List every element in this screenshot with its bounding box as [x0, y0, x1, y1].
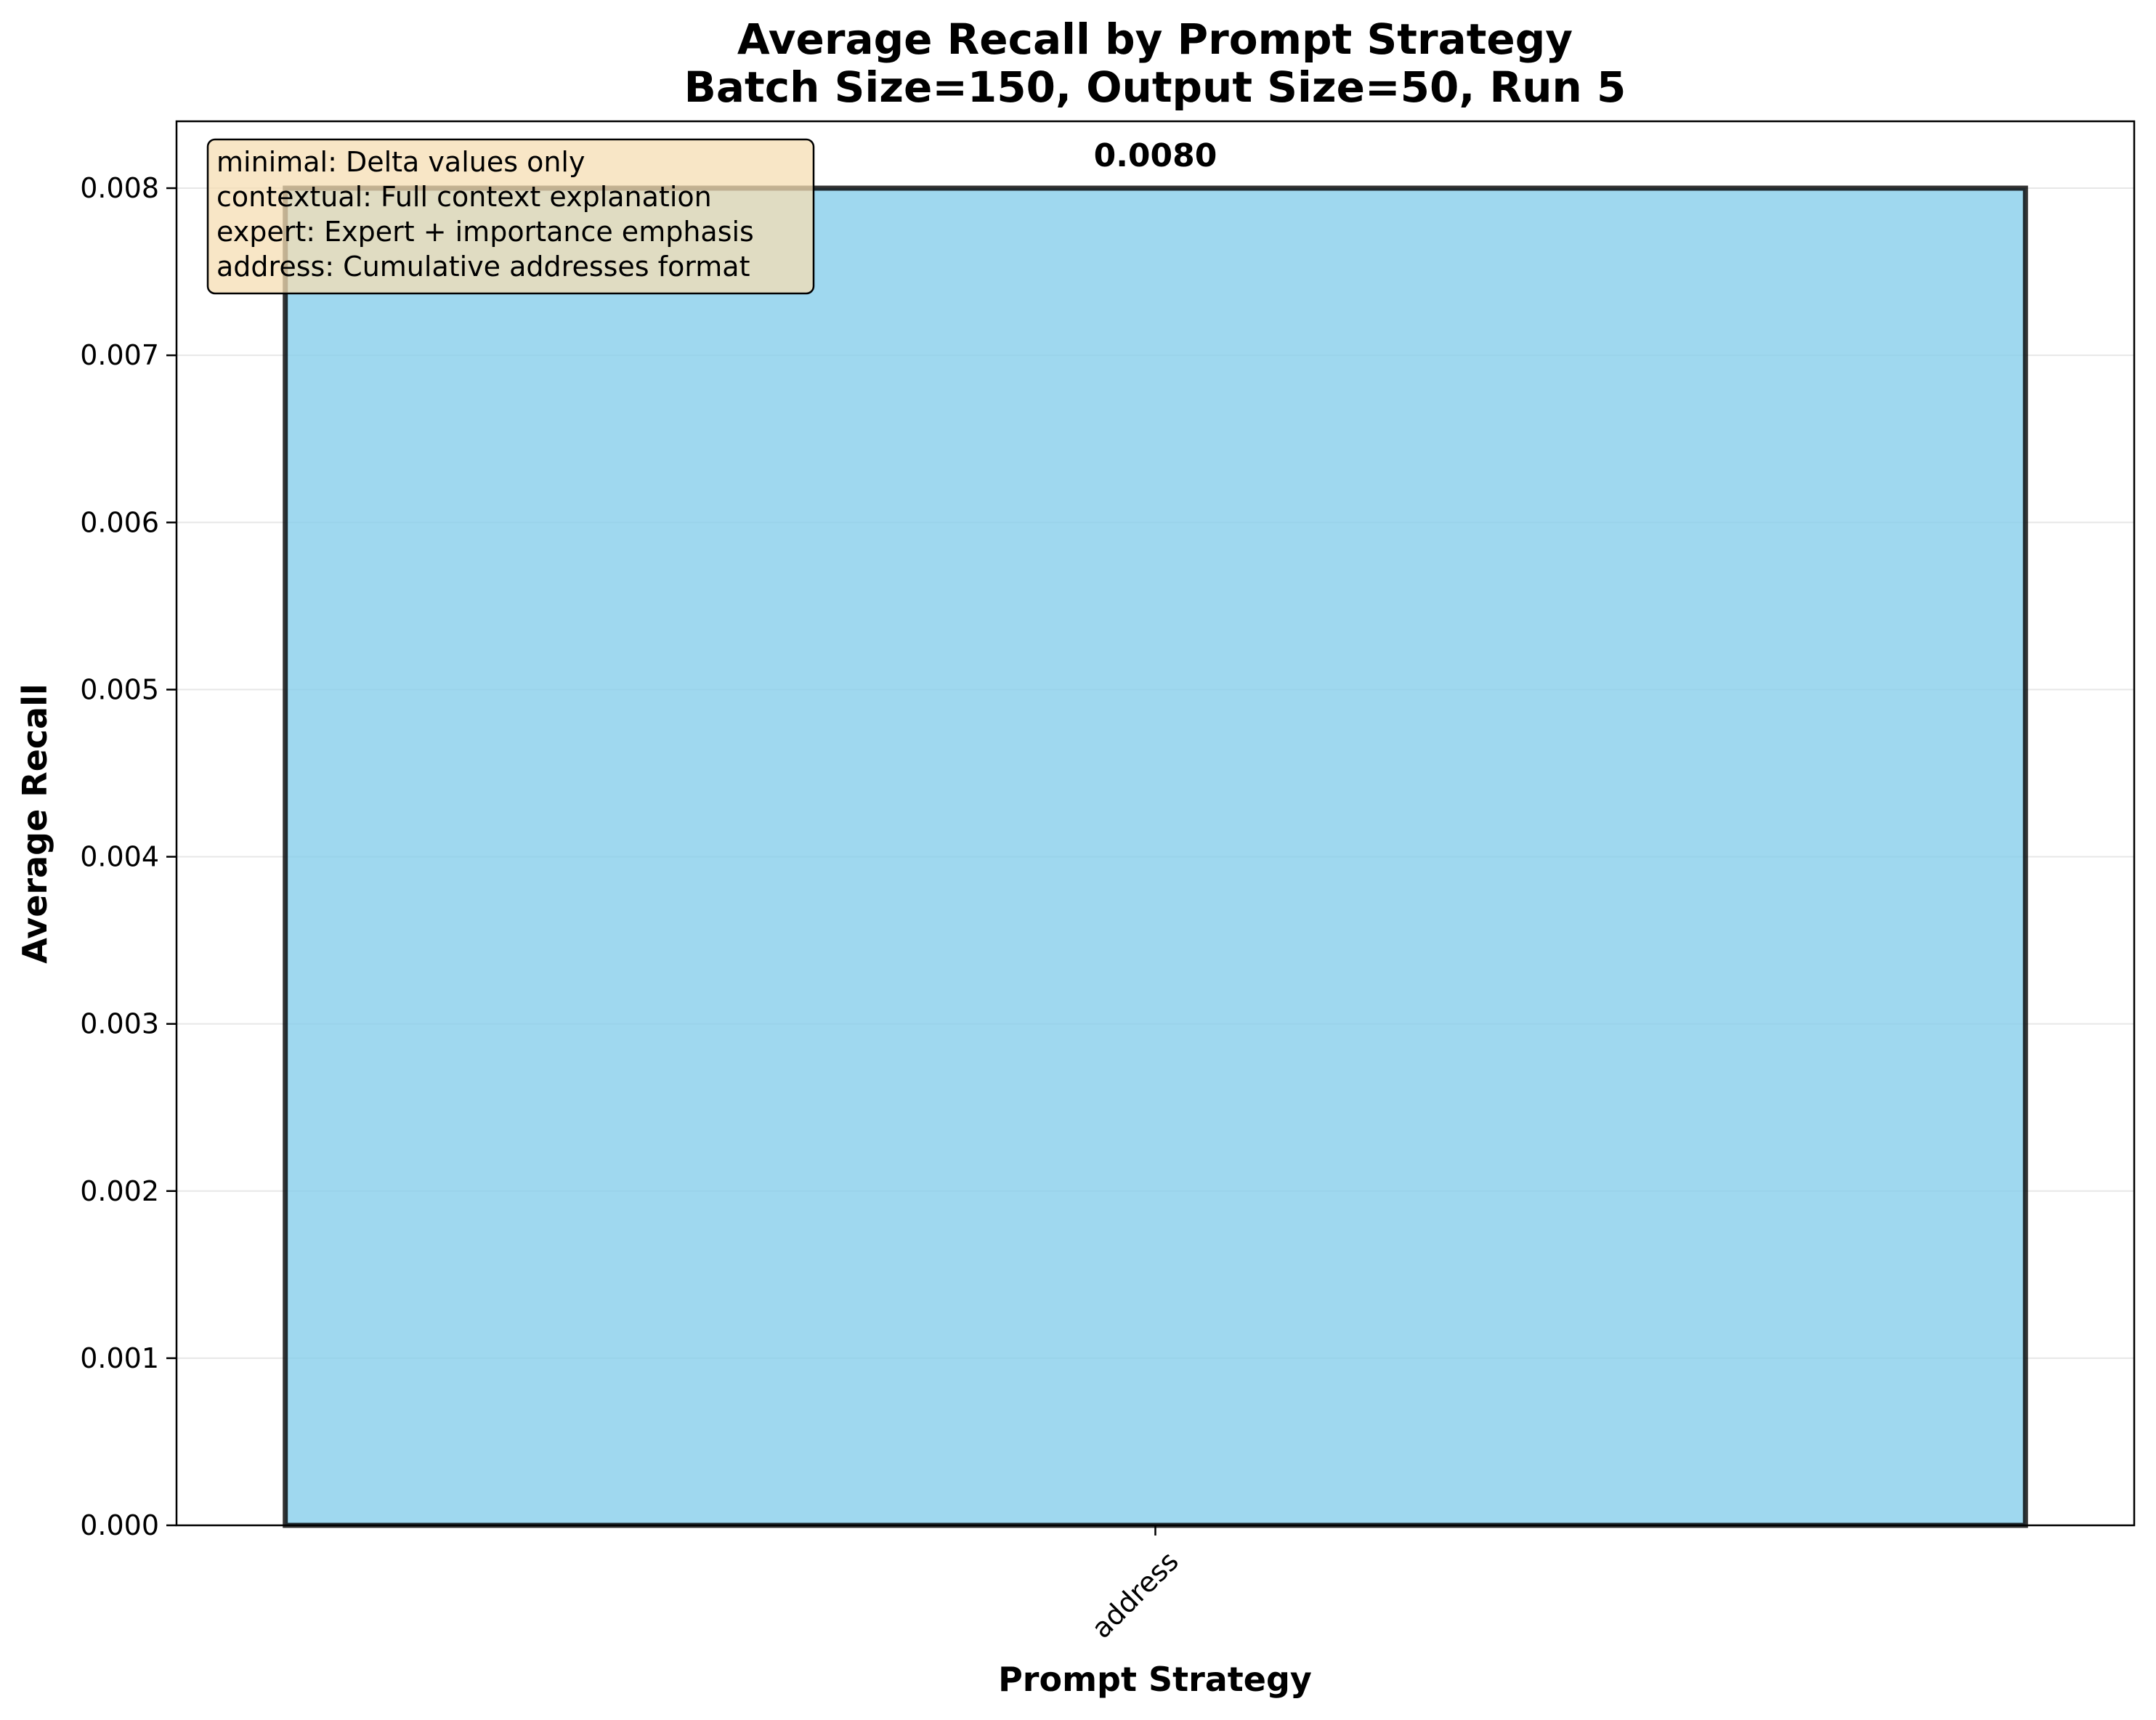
- legend-line-address: address: Cumulative addresses format: [216, 251, 750, 283]
- bar-address: [283, 185, 2028, 1528]
- y-axis-label: Average Recall: [15, 683, 54, 963]
- legend-box-background: [206, 138, 815, 295]
- y-tick-label: 0.000: [80, 1509, 159, 1541]
- y-tick-label: 0.005: [80, 673, 159, 705]
- y-tick-label: 0.006: [80, 506, 159, 538]
- chart-title-line-1: Average Recall by Prompt Strategy: [737, 15, 1573, 64]
- strategy-legend-box: minimal: Delta values only contextual: F…: [206, 138, 815, 295]
- y-tick-label: 0.008: [80, 172, 159, 204]
- legend-line-expert: expert: Expert + importance emphasis: [216, 216, 754, 248]
- x-axis-label: Prompt Strategy: [998, 1660, 1312, 1699]
- chart-title-line-2: Batch Size=150, Output Size=50, Run 5: [684, 62, 1626, 112]
- x-axis-ticks: address: [1085, 1525, 1185, 1644]
- y-axis-ticks: 0.000 0.001 0.002 0.003 0.004 0.005 0.006 0.007…: [80, 172, 177, 1541]
- y-tick-label: 0.007: [80, 339, 159, 371]
- bar-value-label: 0.0080: [1094, 137, 1217, 174]
- legend-line-contextual: contextual: Full context explanation: [216, 181, 712, 213]
- y-tick-label: 0.004: [80, 841, 159, 873]
- legend-line-minimal: minimal: Delta values only: [216, 146, 585, 178]
- bars: [283, 185, 2028, 1528]
- y-tick-label: 0.002: [80, 1175, 159, 1207]
- data-labels: 0.0080: [1094, 137, 1217, 174]
- y-tick-label: 0.003: [80, 1008, 159, 1040]
- x-tick-label: address: [1085, 1545, 1185, 1644]
- y-tick-label: 0.001: [80, 1342, 159, 1374]
